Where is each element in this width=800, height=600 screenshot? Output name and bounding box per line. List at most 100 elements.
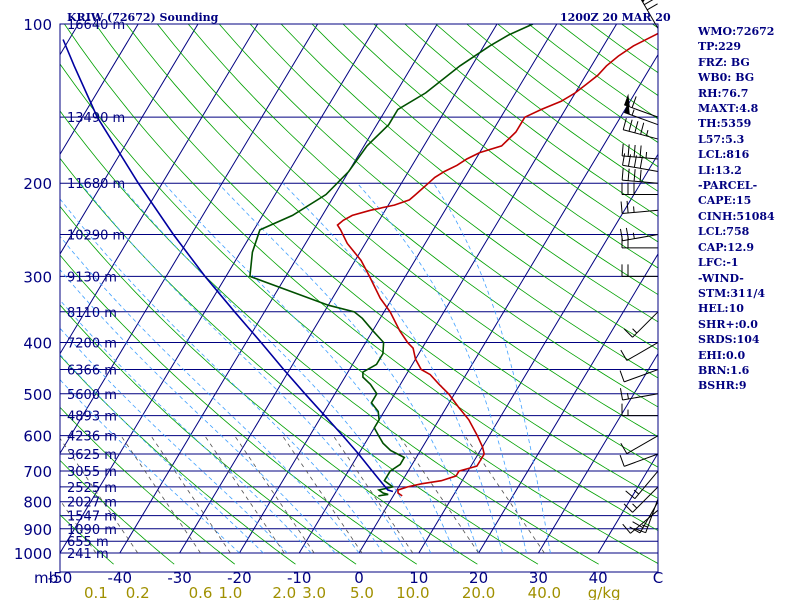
dry-adiabat <box>60 514 114 565</box>
isotherm-line <box>238 24 558 554</box>
wind-barb-half-flag <box>633 489 640 495</box>
height-label: 241 m <box>67 547 109 562</box>
index-item: TH:5359 <box>698 117 752 131</box>
index-item: WB0: BG <box>698 71 755 85</box>
index-item: -PARCEL- <box>698 179 758 193</box>
wind-barb-flag <box>619 388 624 401</box>
wind-barb-half-flag <box>632 503 638 509</box>
wind-barb-half-flag <box>645 151 648 159</box>
dry-adiabat <box>187 24 658 408</box>
wind-barb-flag <box>639 145 642 158</box>
mixing-ratio-label: 0.2 <box>126 584 150 600</box>
dry-adiabat <box>60 459 175 565</box>
dry-adiabat <box>342 24 658 269</box>
mixing-ratio-line <box>204 435 285 554</box>
wind-barb-staff <box>624 453 659 467</box>
wind-barb-pennant <box>641 0 645 3</box>
index-item: SHR+:0.0 <box>698 317 758 331</box>
wind-barb <box>621 182 658 195</box>
plot-frame <box>59 23 659 573</box>
index-item: WMO:72672 <box>698 25 775 38</box>
temperature-tick-label: 30 <box>529 569 548 587</box>
pressure-tick-label: 600 <box>23 428 52 446</box>
pressure-tick-label: 700 <box>23 463 52 481</box>
isotherm-line <box>60 24 199 255</box>
temperature-tick-label: -50 <box>48 569 73 587</box>
wind-barb-staff <box>624 104 659 118</box>
height-label: 655 m <box>67 535 109 550</box>
temperature-tick-label: -20 <box>227 569 252 587</box>
mixing-ratio-label: 40.0 <box>528 584 561 600</box>
wind-barb-half-flag <box>645 130 649 137</box>
wind-barb-flag <box>640 122 645 135</box>
height-label: 3625 m <box>67 448 117 463</box>
wind-barb-flag <box>622 118 627 130</box>
wind-barb <box>621 235 658 249</box>
wind-barb-flag <box>633 169 636 182</box>
isotherm-line <box>119 24 438 554</box>
wind-barb-flag <box>620 442 628 454</box>
isotherm-line <box>179 24 498 554</box>
index-item: FRZ: BG <box>698 55 750 69</box>
dry-adiabat <box>60 254 418 565</box>
index-item: BRN:1.6 <box>698 363 750 377</box>
wind-barb-staff <box>626 435 659 455</box>
temperature-tick-label: 0 <box>354 569 364 587</box>
index-item: L57:5.3 <box>698 132 745 146</box>
dry-adiabat <box>156 24 658 438</box>
index-item: BSHR:9 <box>698 379 747 393</box>
mixing-ratio-label: 5.0 <box>350 584 374 600</box>
temperature-tick-label: -30 <box>167 569 192 587</box>
isotherm-line <box>60 24 378 554</box>
mixing-ratio-label: 0.1 <box>84 584 108 600</box>
wind-barb <box>622 509 659 534</box>
wind-barb-half-flag <box>632 232 635 239</box>
wind-barb-flag <box>625 490 636 500</box>
temperature-tick-label: 40 <box>589 569 608 587</box>
moist-adiabat <box>217 182 479 554</box>
moist-adiabat <box>356 182 527 554</box>
wind-barb <box>625 470 659 500</box>
height-label: 11680 m <box>67 177 125 192</box>
wind-barb-flag <box>628 119 633 132</box>
wind-barb-flag <box>631 96 637 108</box>
wind-barbs <box>619 0 659 534</box>
wind-barb-flag <box>627 168 630 181</box>
wind-barb <box>640 0 659 29</box>
index-item: CAPE:15 <box>698 194 752 208</box>
index-item: CAP:12.9 <box>698 240 755 254</box>
index-item: LCL:758 <box>698 225 750 239</box>
moist-adiabat <box>80 182 408 554</box>
wind-barb <box>620 342 659 361</box>
index-item: EHI:0.0 <box>698 348 746 362</box>
moist-adiabat <box>433 182 551 554</box>
wind-barb-half-flag <box>633 206 635 213</box>
wind-barb-flag <box>621 143 624 156</box>
chart-series <box>62 24 658 497</box>
height-label: 4893 m <box>67 410 117 425</box>
moist-adiabat <box>60 235 360 554</box>
index-item: LCL:816 <box>698 148 750 162</box>
pressure-tick-label: 200 <box>23 175 52 193</box>
wind-barb-flag <box>621 168 624 181</box>
index-item: HEL:10 <box>698 302 744 316</box>
dry-adiabat <box>125 24 658 468</box>
dry-adiabat <box>218 24 658 379</box>
wind-barb <box>623 486 659 513</box>
wind-barb-flag <box>632 521 644 529</box>
valid-time: 1200Z 20 MAR 20 <box>560 11 671 24</box>
parcel-trace <box>62 39 394 493</box>
index-item: LFC:-1 <box>698 256 739 270</box>
pressure-tick-label: 100 <box>23 16 52 34</box>
wind-barb-flag <box>623 503 633 513</box>
wind-barb <box>621 168 659 184</box>
pressure-tick-label: 500 <box>23 386 52 404</box>
wind-barb-flag <box>633 144 636 157</box>
station-title: KRIW (72672) Sounding <box>67 11 219 24</box>
moist-adiabat <box>60 327 288 554</box>
dry-adiabat <box>60 406 236 565</box>
wind-barb <box>619 369 659 383</box>
height-label: 2027 m <box>67 496 117 511</box>
moist-adiabat <box>163 182 456 554</box>
